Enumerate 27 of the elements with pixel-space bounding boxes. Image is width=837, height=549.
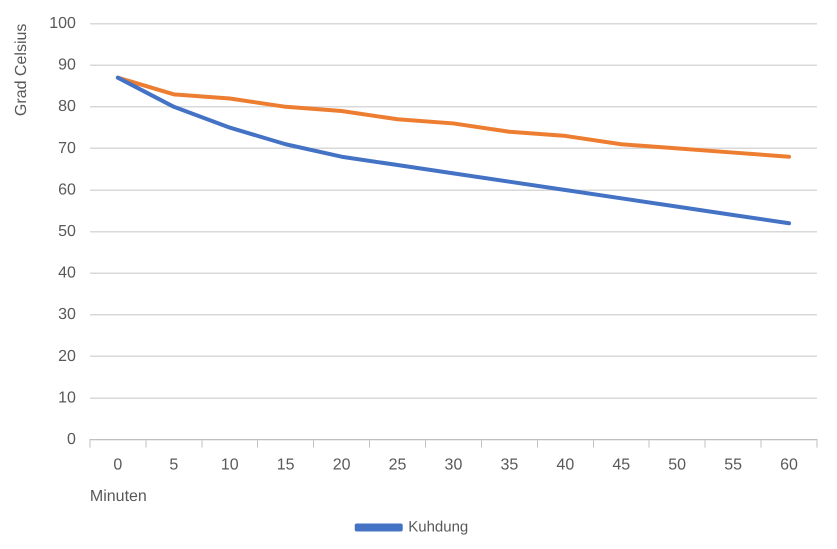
x-tick-label: 40 [556,456,574,474]
y-tick-label: 80 [58,98,76,116]
y-tick-label: 70 [58,140,76,157]
x-tick-label: 10 [220,456,239,474]
x-tick-label: 5 [169,456,178,474]
x-tick-label: 60 [780,456,798,474]
x-tick-label: 55 [724,456,742,474]
y-tick-label: 30 [58,306,76,324]
x-tick-label: 20 [332,456,351,474]
y-tick-label: 50 [58,223,76,240]
y-tick-label: 100 [49,15,76,32]
x-tick-label: 35 [500,456,518,474]
x-tick-label: 50 [668,456,686,474]
y-tick-label: 60 [58,181,76,198]
x-tick-label: 15 [276,456,295,474]
y-tick-label: 0 [66,431,76,448]
y-axis-title: Grad Celsius [13,24,30,116]
y-tick-label: 10 [58,389,76,406]
legend-label: Kuhdung [408,518,468,536]
y-tick-label: 90 [58,56,76,74]
x-axis-title: Minuten [90,488,147,505]
x-tick-label: 45 [612,456,630,474]
x-tick-label: 0 [113,456,122,474]
x-tick-label: 30 [444,456,462,474]
y-tick-label: 40 [58,264,76,282]
x-tick-label: 25 [388,456,407,474]
y-tick-label: 20 [58,348,76,365]
